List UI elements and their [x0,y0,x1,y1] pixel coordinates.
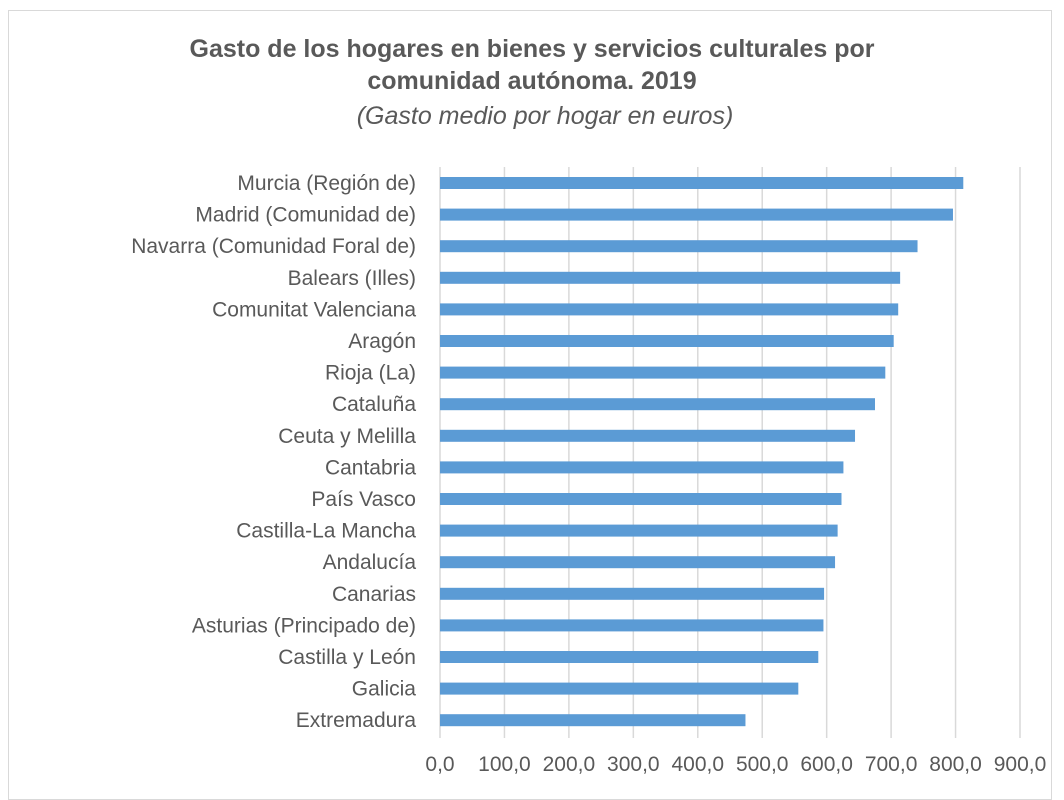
category-label-13: Canarias [332,583,416,606]
x-tick-label-9: 900,0 [994,753,1047,776]
category-label-1: Madrid (Comunidad de) [195,204,416,227]
bar-11 [440,524,838,537]
chart-subtitle: (Gasto medio por hogar en euros) [356,102,734,130]
bar-2 [440,240,918,253]
x-tick-label-2: 200,0 [543,753,596,776]
bar-3 [440,271,901,284]
bar-10 [440,493,842,505]
x-tick-label-4: 400,0 [671,753,724,776]
category-label-14: Asturias (Principado de) [192,614,416,637]
bar-8 [440,429,856,442]
category-label-17: Extremadura [296,709,417,732]
bar-12 [440,556,836,569]
category-label-5: Aragón [348,330,416,353]
category-label-15: Castilla y León [278,646,416,669]
category-label-4: Comunitat Valenciana [212,298,416,321]
chart-title-line-2: comunidad autónoma. 2019 [367,67,697,95]
category-label-10: País Vasco [311,488,416,511]
x-tick-label-3: 300,0 [607,753,660,776]
bar-0 [440,177,964,189]
bar-9 [440,461,844,474]
bar-1 [440,208,953,221]
category-label-6: Rioja (La) [325,362,416,385]
bar-6 [440,366,886,379]
bar-14 [440,619,824,632]
category-label-2: Navarra (Comunidad Foral de) [131,235,416,258]
chart-title: Gasto de los hogares en bienes y servici… [0,33,1064,97]
bar-7 [440,398,875,411]
x-tick-label-1: 100,0 [478,753,531,776]
x-tick-label-5: 500,0 [736,753,789,776]
bar-16 [440,682,799,695]
category-label-16: Galicia [352,678,417,701]
category-label-7: Cataluña [332,393,416,416]
x-tick-label-0: 0,0 [425,753,454,776]
category-label-3: Balears (Illes) [288,267,416,290]
x-tick-label-7: 700,0 [865,753,918,776]
category-label-9: Cantabria [325,456,416,479]
chart-title-line-1: Gasto de los hogares en bienes y servici… [189,35,875,63]
x-tick-label-6: 600,0 [800,753,853,776]
bar-5 [440,335,894,347]
category-label-0: Murcia (Región de) [237,172,416,195]
bar-4 [440,303,899,316]
bar-13 [440,587,825,600]
category-label-12: Andalucía [323,551,417,574]
bar-15 [440,651,819,663]
category-label-11: Castilla-La Mancha [236,520,416,543]
x-tick-label-8: 800,0 [929,753,982,776]
bar-17 [440,714,746,727]
category-label-8: Ceuta y Melilla [278,425,416,448]
